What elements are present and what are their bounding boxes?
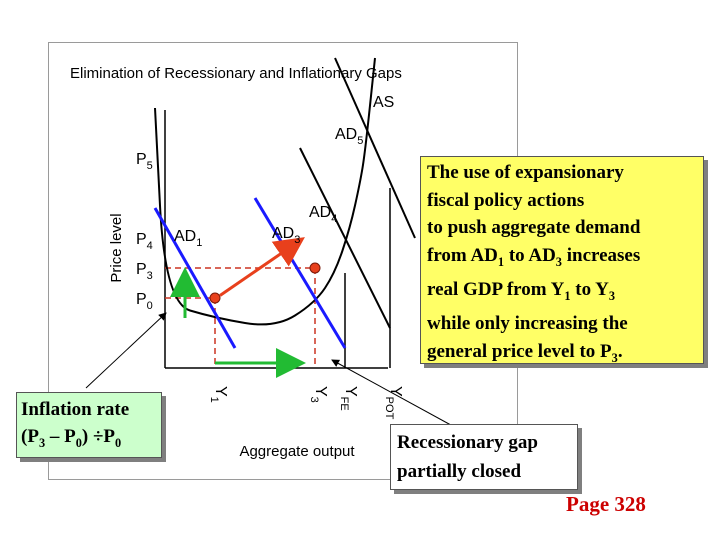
ad3-curve [253, 197, 347, 349]
fiscal-box-line-3: from AD1 to AD3 increases [427, 244, 641, 269]
p4-tick-label: P4 [136, 231, 153, 252]
fiscal-box-line-2: to push aggregate demand [427, 217, 641, 238]
ad4-label: AD4 [309, 204, 337, 225]
page-reference: Page 328 [566, 492, 646, 516]
p0-tick-label: P0 [136, 291, 153, 312]
e3-equilibrium-point [309, 262, 321, 274]
recess-box-line-1: partially closed [397, 461, 522, 482]
ad-shift-arrow [219, 237, 305, 297]
p3-tick-label: P3 [136, 261, 153, 282]
ad5-label: AD5 [335, 126, 363, 147]
recessionary-gap-callout: Recessionary gap partially closed [390, 424, 578, 490]
fiscal-box-line-4: real GDP from Y1 to Y3 [427, 278, 616, 303]
fiscal-box-line-1: fiscal policy actions [427, 189, 585, 211]
y-axis-label: Price level [108, 213, 125, 282]
ypot-tick-label: YPOT [383, 386, 404, 420]
recess-pointer-line [331, 359, 461, 431]
inflation-box-line-1: (P3 – P0) ÷P0 [21, 426, 122, 450]
fiscal-policy-callout: The use of expansionary fiscal policy act… [420, 156, 704, 364]
p5-tick-label: P5 [136, 151, 153, 172]
chart-title: Elimination of Recessionary and Inflatio… [70, 65, 402, 82]
as-curve [154, 57, 376, 326]
ad3-label: AD3 [272, 225, 300, 246]
fiscal-box-line-0: The use of expansionary [427, 162, 624, 183]
y3-tick-text: Y3 [308, 386, 329, 403]
inflation-box-line-0: Inflation rate [21, 399, 130, 420]
y1-tick-label: Y1 [208, 386, 229, 403]
inflation-pointer-line [85, 312, 167, 389]
ad4-curve [299, 147, 391, 329]
recess-box-line-0: Recessionary gap [397, 432, 538, 453]
yfe-tick-text: YFE [338, 386, 359, 411]
ad5-curve [334, 57, 416, 239]
fiscal-box-line-5: while only increasing the [427, 313, 628, 335]
y1-tick-text: Y1 [208, 386, 229, 403]
fiscal-box-line-6: general price level to P3. [427, 340, 623, 365]
e1-equilibrium-point [209, 292, 221, 304]
as-label: AS [373, 94, 394, 111]
yfe-tick-label: YFE [338, 386, 359, 411]
y3-tick-label: Y3 [308, 386, 329, 403]
x-axis-label: Aggregate output [239, 443, 355, 460]
ypot-tick-text: YPOT [383, 386, 404, 420]
ad1-label: AD1 [174, 228, 202, 249]
inflation-rate-callout: Inflation rate (P3 – P0) ÷P0 [16, 392, 162, 458]
